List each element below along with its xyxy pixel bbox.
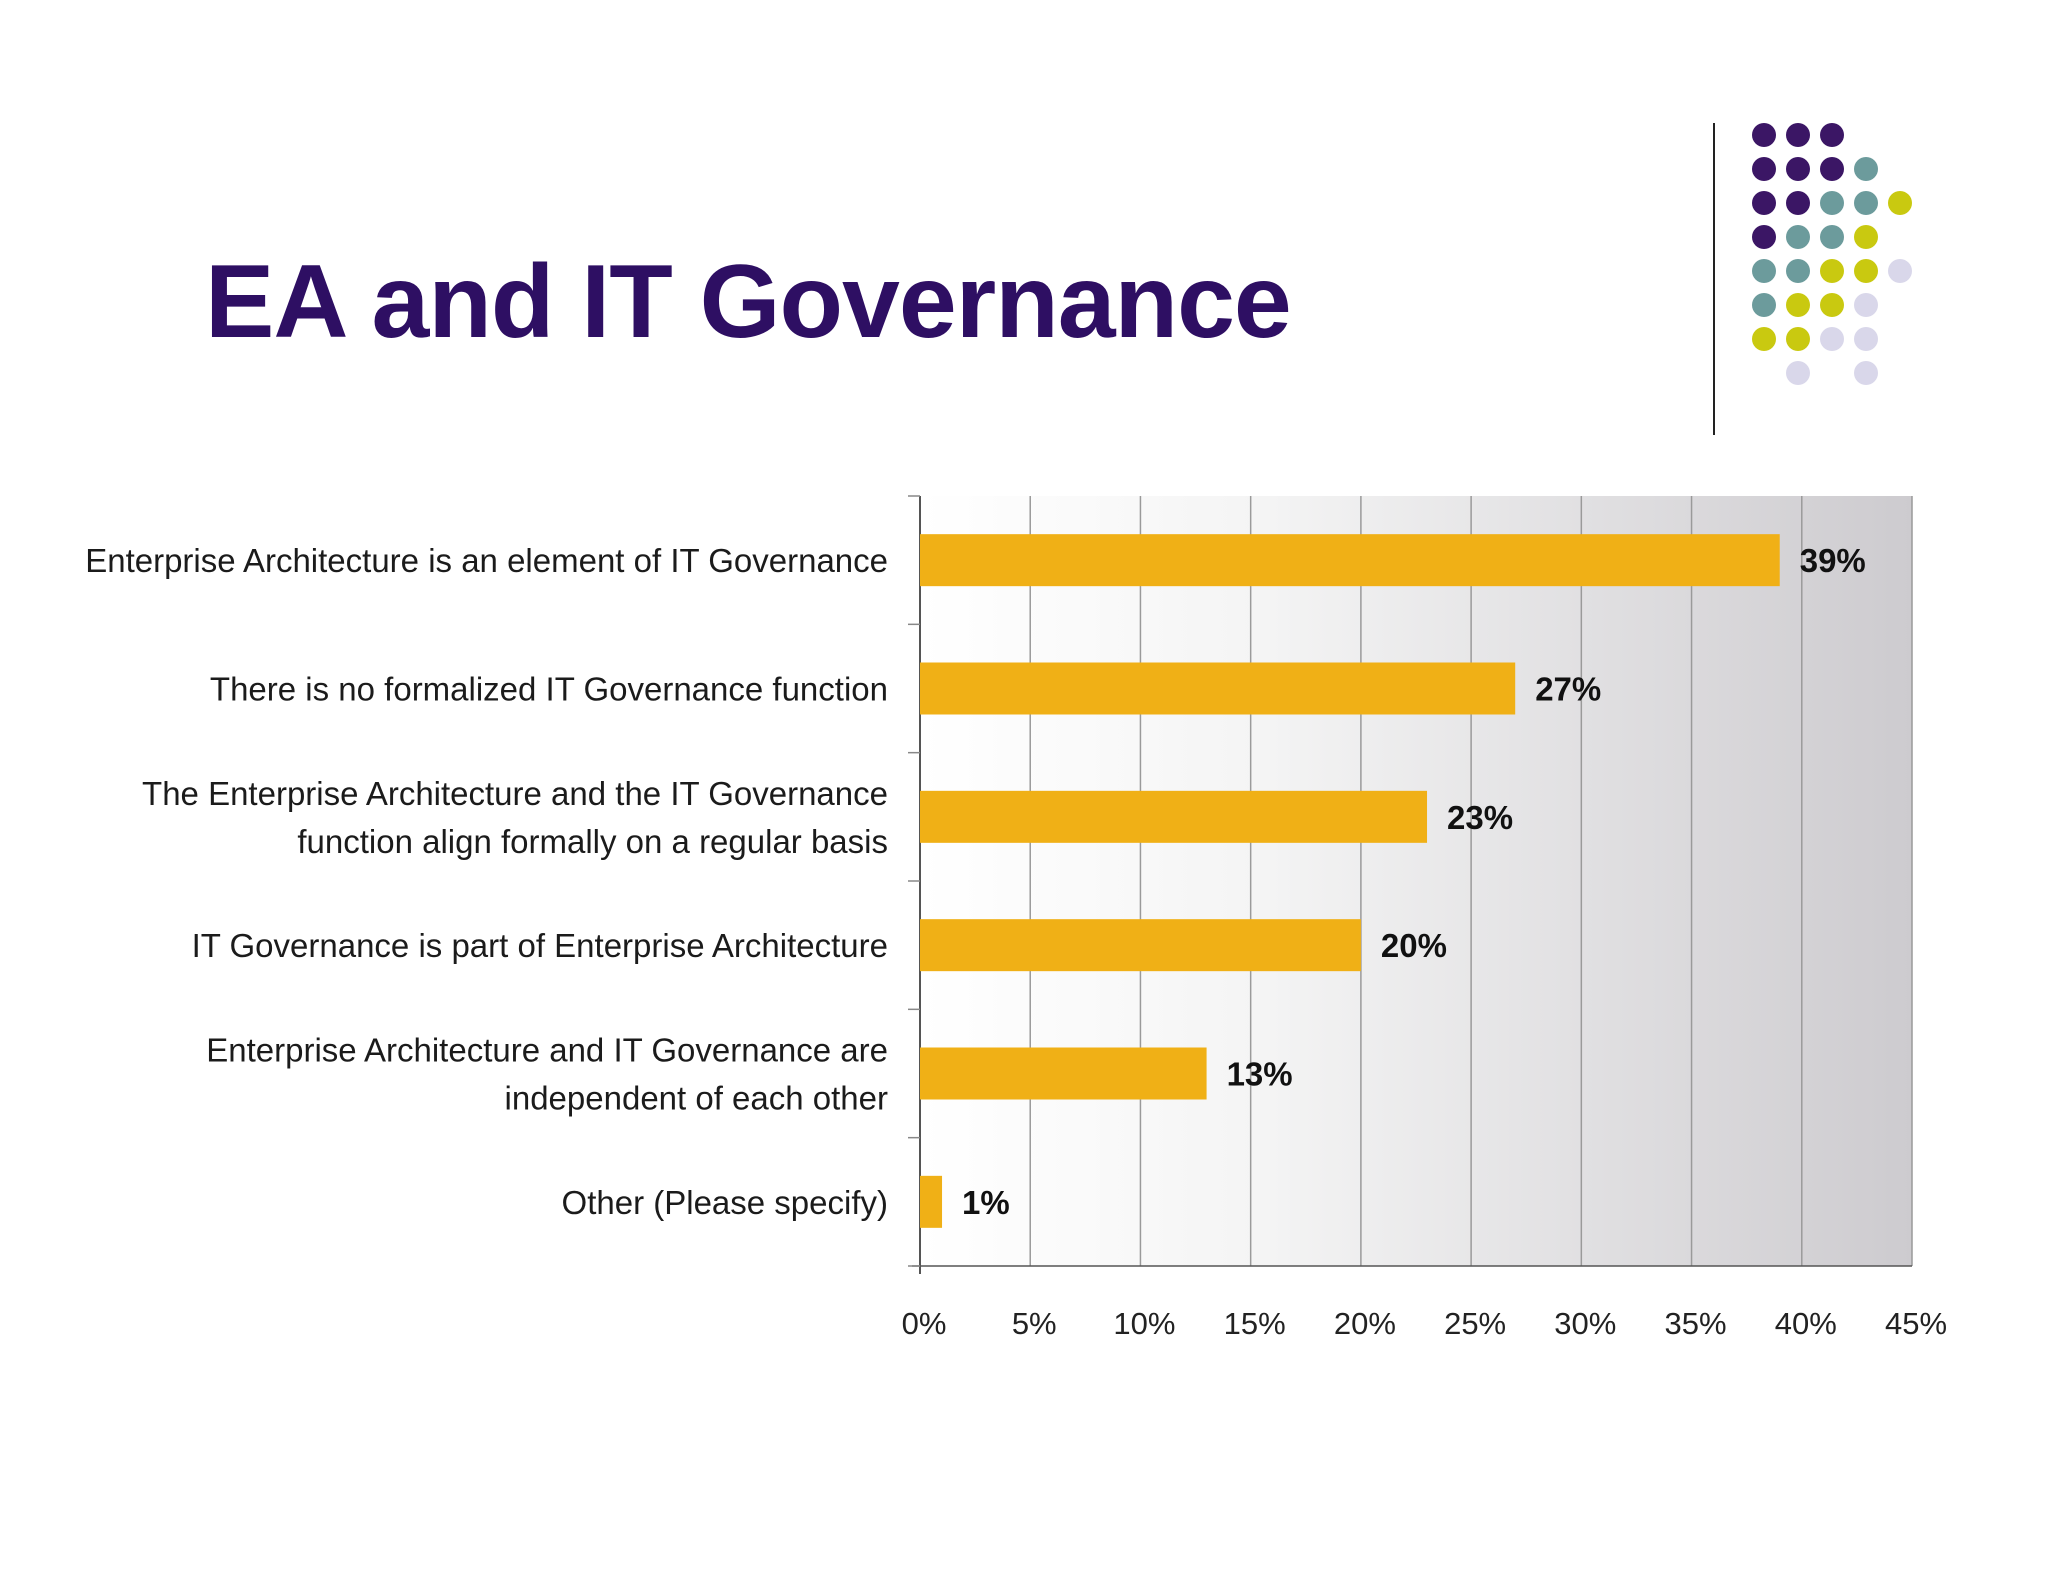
bar-value-label: 23% xyxy=(1447,799,1513,836)
bar-value-label: 20% xyxy=(1381,927,1447,964)
bar-value-label: 27% xyxy=(1535,671,1601,708)
bar xyxy=(920,534,1780,587)
bar xyxy=(920,662,1516,715)
category-label: Enterprise Architecture and IT Governanc… xyxy=(206,1032,888,1117)
x-tick-label: 25% xyxy=(1444,1306,1506,1341)
bar-value-label: 39% xyxy=(1800,542,1866,579)
category-label: IT Governance is part of Enterprise Arch… xyxy=(192,927,888,964)
bar-value-label: 1% xyxy=(962,1184,1010,1221)
bar xyxy=(920,919,1361,972)
x-tick-label: 10% xyxy=(1113,1306,1175,1341)
bar-value-label: 13% xyxy=(1227,1056,1293,1093)
slide-title: EA and IT Governance xyxy=(205,244,1292,360)
x-tick-label: 45% xyxy=(1885,1306,1947,1341)
x-tick-label: 30% xyxy=(1554,1306,1616,1341)
bar xyxy=(920,1047,1207,1100)
bar xyxy=(920,790,1428,843)
category-label: The Enterprise Architecture and the IT G… xyxy=(142,775,888,860)
category-label: Other (Please specify) xyxy=(562,1184,888,1221)
x-tick-label: 35% xyxy=(1665,1306,1727,1341)
x-tick-label: 5% xyxy=(1012,1306,1057,1341)
x-tick-label: 40% xyxy=(1775,1306,1837,1341)
category-label: Enterprise Architecture is an element of… xyxy=(85,542,888,579)
x-tick-label: 15% xyxy=(1224,1306,1286,1341)
x-tick-label: 0% xyxy=(902,1306,947,1341)
bar xyxy=(920,1175,943,1228)
category-label: There is no formalized IT Governance fun… xyxy=(210,671,888,708)
title-divider-line xyxy=(1713,123,1715,435)
plot-area xyxy=(920,496,1912,1266)
x-tick-label: 20% xyxy=(1334,1306,1396,1341)
